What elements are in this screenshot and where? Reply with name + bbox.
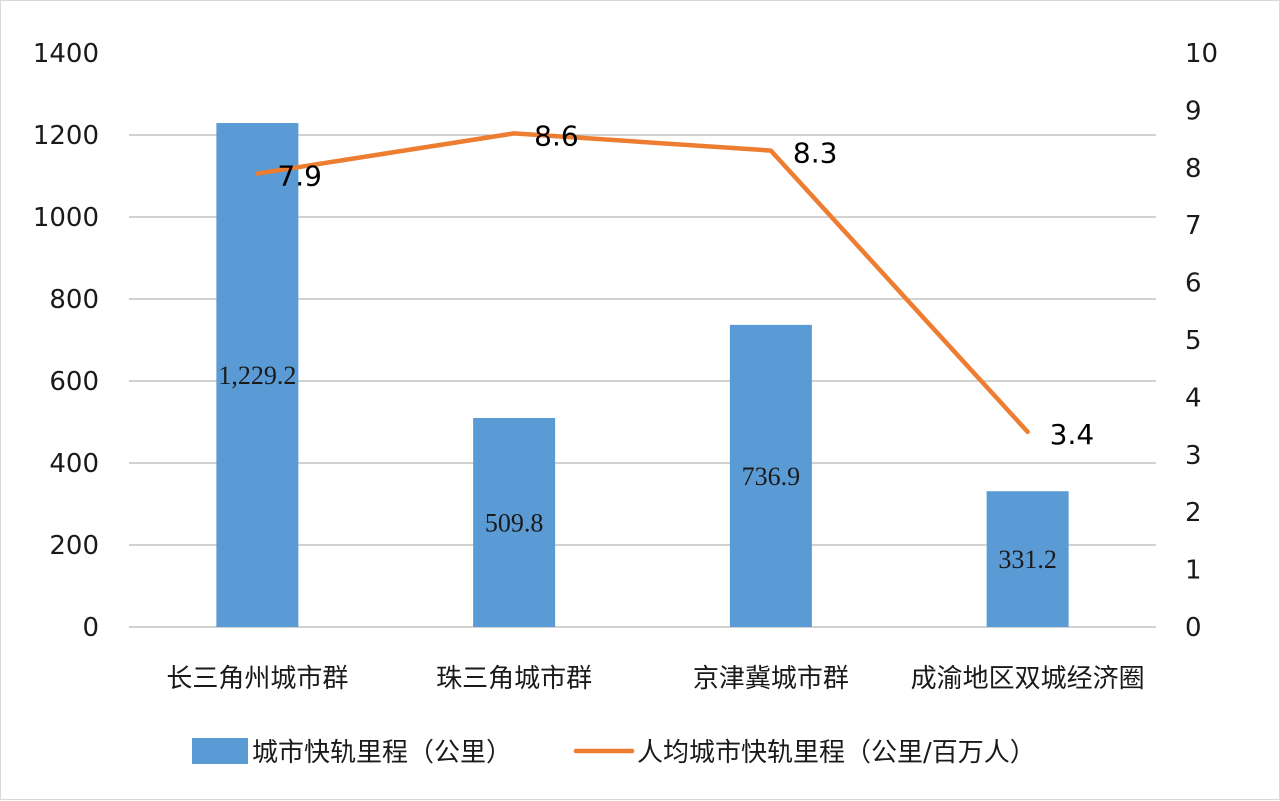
legend-line-label: 人均城市快轨里程（公里/百万人） bbox=[637, 738, 1036, 768]
line-point bbox=[255, 172, 259, 176]
x-category-label: 京津冀城市群 bbox=[693, 664, 849, 694]
line-data-label: 3.4 bbox=[1050, 418, 1095, 451]
y-left-tick-label: 800 bbox=[49, 285, 99, 315]
y-left-tick-label: 400 bbox=[49, 449, 99, 479]
bar bbox=[216, 123, 299, 627]
bar bbox=[729, 324, 812, 627]
y-left-tick-label: 1000 bbox=[33, 203, 99, 233]
y-right-tick-label: 4 bbox=[1185, 383, 1202, 413]
line-data-label: 8.3 bbox=[793, 137, 838, 170]
y-left-tick-label: 200 bbox=[49, 531, 99, 561]
legend-bar-swatch bbox=[192, 738, 248, 764]
y-right-tick-label: 0 bbox=[1185, 613, 1202, 643]
bar-data-label: 509.8 bbox=[485, 508, 544, 537]
y-right-tick-label: 1 bbox=[1185, 556, 1202, 586]
line-data-label: 7.9 bbox=[277, 160, 322, 193]
line-data-label: 8.6 bbox=[534, 119, 579, 152]
x-category-label: 珠三角城市群 bbox=[436, 664, 592, 694]
legend-bar-label: 城市快轨里程（公里） bbox=[252, 738, 512, 768]
y-right-tick-label: 10 bbox=[1185, 39, 1218, 69]
line-point bbox=[1026, 430, 1030, 434]
y-left-tick-label: 1400 bbox=[33, 39, 99, 69]
y-right-tick-label: 2 bbox=[1185, 498, 1202, 528]
line-point bbox=[512, 131, 516, 135]
x-category-label: 成渝地区双城经济圈 bbox=[911, 664, 1145, 694]
y-right-tick-label: 9 bbox=[1185, 96, 1202, 126]
bar-data-label: 1,229.2 bbox=[218, 361, 296, 390]
y-left-tick-label: 0 bbox=[82, 613, 99, 643]
bar-data-label: 736.9 bbox=[742, 462, 801, 491]
bar bbox=[473, 417, 556, 627]
line-point bbox=[769, 149, 773, 153]
y-right-tick-label: 8 bbox=[1185, 154, 1202, 184]
y-left-tick-label: 1200 bbox=[33, 121, 99, 151]
y-right-tick-label: 5 bbox=[1185, 326, 1202, 356]
bar bbox=[986, 491, 1069, 627]
x-category-label: 长三角州城市群 bbox=[166, 664, 348, 694]
y-left-tick-label: 600 bbox=[49, 367, 99, 397]
line-series bbox=[255, 131, 1030, 435]
y-right-tick-label: 7 bbox=[1185, 211, 1202, 241]
bar-data-label: 331.2 bbox=[998, 545, 1057, 574]
y-right-tick-label: 6 bbox=[1185, 269, 1202, 299]
y-right-tick-label: 3 bbox=[1185, 441, 1202, 471]
